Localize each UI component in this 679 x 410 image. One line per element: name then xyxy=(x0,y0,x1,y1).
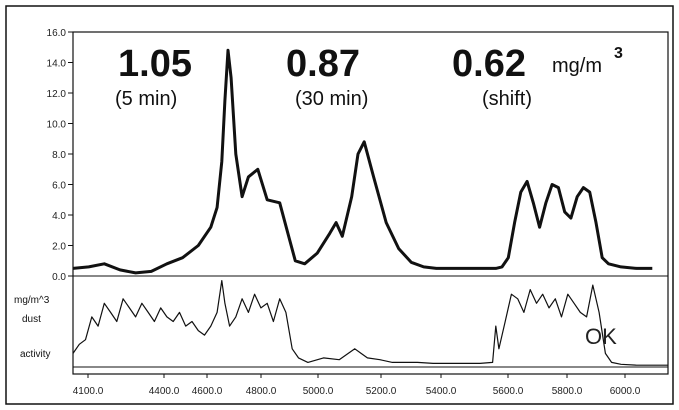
y-tick-label: 12.0 xyxy=(47,89,67,100)
x-tick-label: 4600.0 xyxy=(192,386,223,397)
y-tick-label: 4.0 xyxy=(52,211,66,222)
y-tick-label: 0.0 xyxy=(52,272,66,283)
x-tick-label: 4800.0 xyxy=(246,386,277,397)
x-tick-label: 5400.0 xyxy=(426,386,457,397)
unit-superscript: 3 xyxy=(614,45,623,62)
x-tick-label: 4400.0 xyxy=(149,386,180,397)
status-ok-label: OK xyxy=(585,324,617,349)
y-tick-label: 10.0 xyxy=(47,120,67,131)
annotation-shift-value: 0.62 xyxy=(452,43,526,85)
annotation-30min-label: (30 min) xyxy=(295,88,368,110)
y-axis: 0.0 2.0 4.0 6.0 8.0 10.0 12.0 14.0 16.0 xyxy=(47,28,73,283)
y-tick-label: 2.0 xyxy=(52,242,66,253)
dust-series-line xyxy=(72,48,653,275)
x-tick-label: 5600.0 xyxy=(493,386,524,397)
annotation-30min-value: 0.87 xyxy=(286,43,360,85)
chart-border xyxy=(5,5,674,405)
plot-lines xyxy=(72,48,668,366)
unit-label: mg/m xyxy=(552,55,602,77)
side-label-unit: mg/m^3 xyxy=(14,295,50,306)
y-tick-label: 16.0 xyxy=(47,28,67,39)
x-axis: 4100.0 4400.0 4600.0 4800.0 5000.0 5200.0 5400… xyxy=(73,374,641,397)
x-tick-label: 5200.0 xyxy=(366,386,397,397)
x-tick-label: 4100.0 xyxy=(73,386,104,397)
side-label-activity: activity xyxy=(20,349,51,360)
annotation-5min-value: 1.05 xyxy=(118,43,192,85)
y-tick-label: 14.0 xyxy=(47,59,67,70)
x-tick-label: 5800.0 xyxy=(552,386,583,397)
activity-series-line xyxy=(72,280,668,366)
x-tick-label: 5000.0 xyxy=(303,386,334,397)
side-label-dust: dust xyxy=(22,314,41,325)
annotation-shift-label: (shift) xyxy=(482,88,532,110)
y-tick-label: 6.0 xyxy=(52,181,66,192)
x-tick-label: 6000.0 xyxy=(610,386,641,397)
annotation-5min-label: (5 min) xyxy=(115,88,177,110)
plot-frame xyxy=(72,31,669,375)
y-tick-label: 8.0 xyxy=(52,150,66,161)
